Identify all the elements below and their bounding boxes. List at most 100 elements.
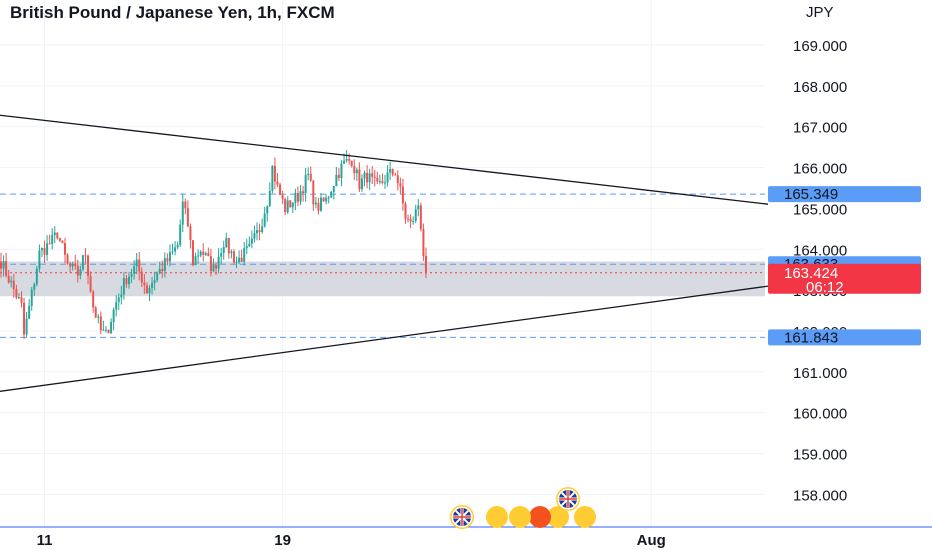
- candle-body: [61, 240, 64, 244]
- candle: [145, 282, 148, 294]
- candle: [366, 165, 369, 189]
- candle-body: [192, 240, 194, 266]
- price-tick-label: 159.000: [793, 447, 847, 464]
- candle: [0, 252, 2, 278]
- candle-body: [5, 261, 8, 276]
- horizontal-lines: [0, 193, 765, 338]
- candle: [386, 165, 389, 187]
- candle-body: [207, 253, 210, 257]
- candles: [0, 150, 427, 339]
- candle-body: [350, 160, 353, 167]
- candle: [261, 218, 264, 234]
- candle: [291, 202, 294, 213]
- candle: [7, 269, 10, 284]
- candle-body: [273, 165, 276, 182]
- price-tick-label: 165.000: [793, 201, 847, 218]
- candle: [404, 201, 407, 224]
- candle: [212, 258, 215, 273]
- chart-title: British Pound / Japanese Yen, 1h, FXCM: [10, 3, 335, 22]
- candle: [171, 243, 174, 255]
- time-tick-label: Aug: [637, 532, 666, 549]
- candle: [384, 174, 386, 189]
- candle-body: [391, 168, 394, 175]
- candle-body: [151, 283, 154, 288]
- candle: [286, 196, 289, 215]
- candle-body: [320, 197, 322, 211]
- candle: [10, 276, 13, 288]
- candle-body: [10, 280, 13, 283]
- candle-body: [307, 173, 310, 175]
- uk-flag-icon[interactable]: [556, 487, 580, 511]
- candle: [28, 299, 31, 320]
- candle-body: [12, 280, 15, 290]
- trendline[interactable]: [0, 114, 770, 205]
- candle-body: [97, 316, 100, 318]
- candle: [153, 271, 156, 291]
- candle-body: [407, 218, 410, 220]
- candle-body: [168, 252, 171, 262]
- candle: [294, 188, 297, 211]
- candle-body: [92, 291, 95, 308]
- candle-body: [209, 256, 212, 272]
- candle: [330, 190, 333, 198]
- candle-body: [424, 256, 427, 273]
- candle-body: [40, 248, 43, 251]
- candle: [199, 250, 202, 258]
- candle: [25, 311, 28, 338]
- candle: [335, 166, 338, 187]
- candle-body: [140, 271, 143, 283]
- candle-body: [161, 268, 164, 272]
- candle-body: [373, 176, 376, 178]
- event-icons[interactable]: [450, 487, 596, 529]
- candle: [161, 260, 164, 279]
- candle-body: [343, 160, 346, 164]
- price-tick-label: 164.000: [793, 242, 847, 259]
- candle: [332, 185, 335, 200]
- uk-flag-icon[interactable]: [450, 505, 474, 529]
- candle-body: [337, 174, 340, 179]
- candle: [409, 214, 412, 229]
- time-axis[interactable]: 11 19 Aug: [37, 532, 666, 549]
- candle-body: [363, 172, 366, 179]
- candle-body: [197, 255, 200, 257]
- candle: [43, 240, 46, 264]
- candle-body: [128, 276, 130, 285]
- candle: [394, 172, 397, 176]
- candle-body: [355, 169, 358, 174]
- price-tick-label: 169.000: [793, 38, 847, 55]
- candle-body: [378, 181, 381, 183]
- currency-label: JPY: [806, 4, 834, 21]
- candle: [23, 297, 26, 339]
- candle: [250, 230, 253, 249]
- time-tick-label: 19: [274, 532, 291, 549]
- candle-body: [35, 268, 38, 285]
- candle-body: [243, 248, 246, 262]
- trendlines[interactable]: [0, 114, 770, 392]
- candle: [232, 249, 235, 265]
- candle: [401, 178, 404, 211]
- candle-body: [145, 285, 148, 294]
- candle-body: [94, 307, 97, 318]
- candle-body: [194, 256, 197, 266]
- trendline[interactable]: [0, 285, 770, 392]
- candle: [64, 237, 66, 264]
- candle-body: [148, 287, 151, 294]
- candle: [99, 311, 102, 335]
- candle: [197, 249, 200, 265]
- last-price-badge-bg: [768, 263, 921, 294]
- candle: [104, 325, 107, 333]
- candle: [256, 222, 258, 241]
- candle: [419, 202, 422, 232]
- candle-body: [81, 255, 84, 270]
- candle-body: [33, 284, 36, 290]
- candle-body: [46, 243, 49, 255]
- candle-body: [304, 174, 307, 194]
- candle-body: [261, 226, 264, 233]
- candle-body: [276, 181, 279, 185]
- candle-body: [266, 206, 269, 214]
- candle: [120, 285, 123, 305]
- candle: [355, 167, 358, 181]
